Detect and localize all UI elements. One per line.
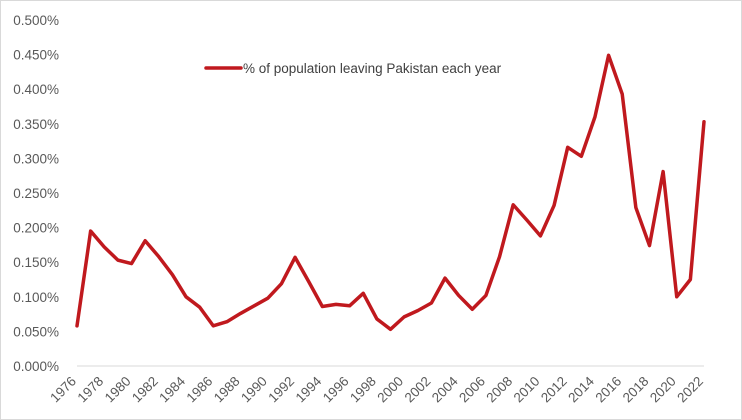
data-point <box>76 325 78 327</box>
data-point <box>239 312 241 314</box>
y-tick-label: 0.150% <box>13 255 59 270</box>
data-point <box>144 240 146 242</box>
data-point <box>512 204 514 206</box>
data-point <box>376 318 378 320</box>
data-point <box>335 303 337 305</box>
y-tick-label: 0.450% <box>13 48 59 63</box>
data-point <box>253 305 255 307</box>
x-tick-label: 2004 <box>429 373 461 405</box>
data-point <box>185 296 187 298</box>
data-point <box>676 296 678 298</box>
data-point <box>212 325 214 327</box>
legend-label: % of population leaving Pakistan each ye… <box>243 61 502 76</box>
y-tick-label: 0.500% <box>13 13 59 28</box>
x-tick-label: 1978 <box>75 374 107 406</box>
data-point <box>171 273 173 275</box>
data-point <box>389 328 391 330</box>
data-point <box>580 155 582 157</box>
series-layer <box>75 53 706 332</box>
data-point <box>553 204 555 206</box>
data-point <box>417 309 419 311</box>
data-point <box>89 230 91 232</box>
data-point <box>498 255 500 257</box>
data-point <box>430 302 432 304</box>
x-tick-label: 1984 <box>156 373 188 405</box>
data-point <box>294 256 296 258</box>
data-point <box>594 116 596 118</box>
data-point <box>621 93 623 95</box>
x-tick-label: 1992 <box>265 374 297 406</box>
x-tick-label: 1976 <box>47 374 79 406</box>
data-point <box>703 121 705 123</box>
data-point <box>444 277 446 279</box>
x-tick-label: 1982 <box>129 374 161 406</box>
x-tick-label: 2010 <box>511 374 543 406</box>
data-point <box>280 282 282 284</box>
series-line <box>75 53 706 332</box>
data-point <box>662 170 664 172</box>
data-point <box>158 255 160 257</box>
x-tick-label: 2006 <box>456 374 488 406</box>
x-tick-label: 2008 <box>483 374 515 406</box>
x-tick-label: 1996 <box>320 374 352 406</box>
x-tick-label: 2014 <box>565 373 597 405</box>
data-point <box>198 306 200 308</box>
x-tick-label: 2000 <box>374 374 406 406</box>
data-point <box>226 321 228 323</box>
y-tick-label: 0.400% <box>13 82 59 97</box>
data-point <box>689 278 691 280</box>
data-point <box>117 259 119 261</box>
x-tick-label: 1990 <box>238 374 270 406</box>
x-tick-label: 1988 <box>211 374 243 406</box>
data-point <box>457 294 459 296</box>
data-point <box>362 292 364 294</box>
y-tick-label: 0.350% <box>13 117 59 132</box>
x-tick-label: 1980 <box>102 374 134 406</box>
data-point <box>321 305 323 307</box>
x-tick-label: 2018 <box>620 374 652 406</box>
data-point <box>648 244 650 246</box>
data-point <box>539 235 541 237</box>
data-point <box>607 54 609 56</box>
y-tick-label: 0.300% <box>13 151 59 166</box>
legend: % of population leaving Pakistan each ye… <box>204 61 502 76</box>
data-point <box>485 294 487 296</box>
data-point <box>567 146 569 148</box>
data-point <box>308 280 310 282</box>
data-point <box>130 262 132 264</box>
y-tick-label: 0.250% <box>13 186 59 201</box>
x-tick-label: 1986 <box>184 374 216 406</box>
x-tick-label: 2020 <box>647 374 679 406</box>
y-tick-label: 0.000% <box>13 359 59 374</box>
data-point <box>103 246 105 248</box>
data-point <box>403 316 405 318</box>
data-point <box>526 219 528 221</box>
x-tick-label: 2012 <box>538 374 570 406</box>
x-tick-label: 2022 <box>674 374 706 406</box>
y-tick-label: 0.100% <box>13 290 59 305</box>
x-tick-label: 1994 <box>293 373 325 405</box>
data-point <box>267 297 269 299</box>
x-tick-label: 2016 <box>592 374 624 406</box>
y-tick-label: 0.200% <box>13 221 59 236</box>
x-tick-label: 1998 <box>347 374 379 406</box>
y-tick-label: 0.050% <box>13 324 59 339</box>
data-point <box>471 308 473 310</box>
data-point <box>348 305 350 307</box>
x-tick-label: 2002 <box>402 374 434 406</box>
data-point <box>635 206 637 208</box>
